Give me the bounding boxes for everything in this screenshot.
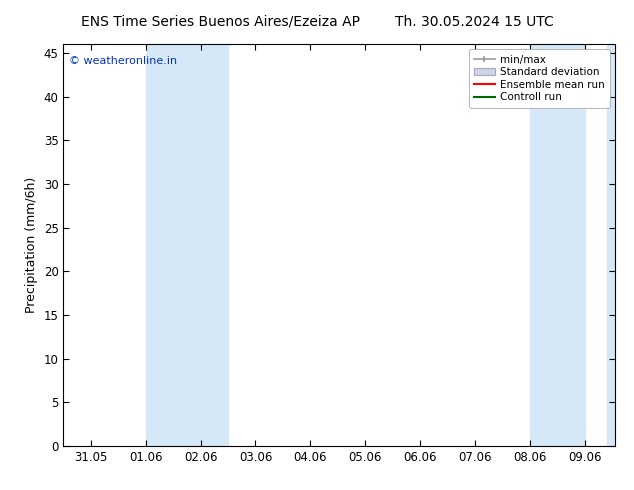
Bar [530,44,557,446]
Bar [607,44,615,446]
Bar [146,44,228,446]
Legend: min/max, Standard deviation, Ensemble mean run, Controll run: min/max, Standard deviation, Ensemble me… [469,49,610,107]
Text: © weatheronline.in: © weatheronline.in [69,56,177,66]
Y-axis label: Precipitation (mm/6h): Precipitation (mm/6h) [25,177,38,313]
Text: ENS Time Series Buenos Aires/Ezeiza AP        Th. 30.05.2024 15 UTC: ENS Time Series Buenos Aires/Ezeiza AP T… [81,15,553,29]
Bar [557,44,585,446]
